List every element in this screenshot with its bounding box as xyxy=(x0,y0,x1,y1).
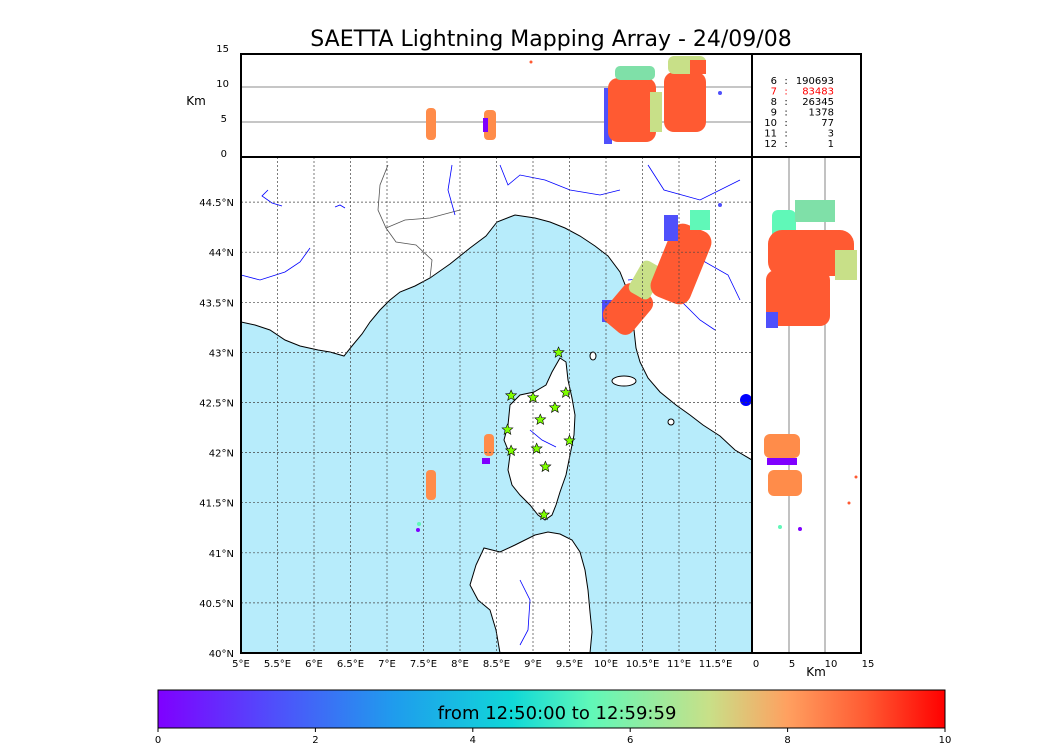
lon-tick-label: 9°E xyxy=(524,659,542,670)
colorbar-tick-label: 10 xyxy=(939,735,952,746)
source-count: 3 xyxy=(828,129,834,140)
top-ylabel: Km xyxy=(186,94,206,108)
lat-tick-label: 41.5°N xyxy=(199,499,234,510)
count-separator: : xyxy=(784,118,787,129)
source-count: 190693 xyxy=(796,76,834,87)
colorbar-tick-label: 4 xyxy=(470,735,476,746)
lon-tick-label: 9.5°E xyxy=(556,659,583,670)
station-number: 8 xyxy=(771,97,777,108)
lon-tick-label: 7.5°E xyxy=(410,659,437,670)
lon-tick-label: 11.5°E xyxy=(699,659,733,670)
colorbar-tick-label: 8 xyxy=(784,735,790,746)
source-count: 1378 xyxy=(809,108,834,119)
station-number: 11 xyxy=(764,129,777,140)
lon-tick-label: 7°E xyxy=(378,659,396,670)
top-panel-plot xyxy=(241,56,752,144)
count-row: 12: 1 xyxy=(764,139,834,150)
lon-tick-label: 10°E xyxy=(594,659,618,670)
map-panel: 5°E 5.5°E 6°E 6.5°E 7°E 7.5°E 8°E 8.5°E 9°E 9.5°E… xyxy=(199,156,753,670)
lon-tick-label: 8.5°E xyxy=(483,659,510,670)
lon-tick-label: 6.5°E xyxy=(337,659,364,670)
lat-tick-label: 43.5°N xyxy=(199,298,234,309)
top-ytick: 10 xyxy=(216,79,229,90)
colorbar-label: from 12:50:00 to 12:59:59 xyxy=(438,703,677,724)
longitude-ticks: 5°E 5.5°E 6°E 6.5°E 7°E 7.5°E 8°E 8.5°E 9°E 9.5°E… xyxy=(232,659,732,670)
lat-tick-label: 43°N xyxy=(209,348,234,359)
lat-tick-label: 42°N xyxy=(209,449,234,460)
lat-tick-label: 42.5°N xyxy=(199,398,234,409)
altitude-longitude-panel: 15 10 5 0 Km xyxy=(186,44,753,160)
colorbar-gradient xyxy=(157,689,946,729)
elba-island xyxy=(611,375,637,387)
right-xtick: 5 xyxy=(789,659,795,670)
station-number: 9 xyxy=(771,108,777,119)
sardinia xyxy=(469,531,593,653)
lon-tick-label: 11°E xyxy=(667,659,691,670)
lon-tick-label: 5°E xyxy=(232,659,250,670)
top-ytick: 15 xyxy=(216,44,229,55)
colorbar: from 12:50:00 to 12:59:59 0 2 4 6 8 10 xyxy=(155,689,952,746)
colorbar-tick-label: 6 xyxy=(627,735,633,746)
station-number: 7 xyxy=(771,87,777,98)
latitude-ticks: 44.5°N 44°N 43.5°N 43°N 42.5°N 42°N 41.5°N 41°N… xyxy=(199,198,234,660)
lon-tick-label: 5.5°E xyxy=(264,659,291,670)
source-count: 83483 xyxy=(802,87,834,98)
station-counts-list: 6:1906937:834838:263459:137810:7711:312:… xyxy=(764,76,834,150)
right-xtick: 10 xyxy=(825,659,838,670)
lat-tick-label: 40°N xyxy=(209,649,234,660)
station-counts-panel: 6:1906937:834838:263459:137810:7711:312:… xyxy=(751,53,862,158)
region-border xyxy=(385,209,461,229)
count-row: 7: 83483 xyxy=(771,87,834,98)
source-count: 1 xyxy=(828,139,834,150)
count-row: 9: 1378 xyxy=(771,108,834,119)
count-row: 10: 77 xyxy=(764,118,834,129)
lon-tick-label: 6°E xyxy=(305,659,323,670)
right-sources xyxy=(764,200,858,531)
country-border xyxy=(377,164,433,279)
giglio-island xyxy=(667,418,675,426)
source-count: 77 xyxy=(821,118,834,129)
count-separator: : xyxy=(784,129,787,140)
colorbar-tick-label: 2 xyxy=(312,735,318,746)
station-number: 10 xyxy=(764,118,777,129)
lat-tick-label: 44.5°N xyxy=(199,198,234,209)
count-row: 11: 3 xyxy=(764,129,834,140)
count-row: 8: 26345 xyxy=(771,97,834,108)
source-count: 26345 xyxy=(802,97,834,108)
capraia-island xyxy=(589,351,597,361)
right-xtick: 15 xyxy=(862,659,875,670)
corsica xyxy=(503,357,576,521)
lat-tick-label: 40.5°N xyxy=(199,599,234,610)
lon-tick-label: 8°E xyxy=(451,659,469,670)
map-gridlines xyxy=(241,157,752,653)
lake xyxy=(740,394,752,406)
right-panel-frame xyxy=(751,156,862,654)
lat-tick-label: 41°N xyxy=(209,549,234,560)
count-separator: : xyxy=(784,97,787,108)
count-row: 6:190693 xyxy=(771,76,834,87)
colorbar-tick-label: 0 xyxy=(155,735,161,746)
count-separator: : xyxy=(784,76,787,87)
station-number: 6 xyxy=(771,76,777,87)
top-sources xyxy=(426,56,722,144)
lat-tick-label: 44°N xyxy=(209,248,234,259)
latitude-altitude-panel: 0 5 10 15 Km xyxy=(751,156,875,679)
count-separator: : xyxy=(784,139,787,150)
count-separator: : xyxy=(784,108,787,119)
lon-tick-label: 10.5°E xyxy=(626,659,660,670)
count-separator: : xyxy=(784,87,787,98)
colorbar-ticks: 0 2 4 6 8 10 xyxy=(155,728,952,746)
station-number: 12 xyxy=(764,139,777,150)
right-xtick: 0 xyxy=(753,659,759,670)
chart-title: SAETTA Lightning Mapping Array - 24/09/0… xyxy=(310,27,791,52)
top-ytick: 0 xyxy=(221,149,227,160)
map-sources xyxy=(416,203,722,532)
right-xlabel: Km xyxy=(806,665,826,679)
top-ytick: 5 xyxy=(221,114,227,125)
